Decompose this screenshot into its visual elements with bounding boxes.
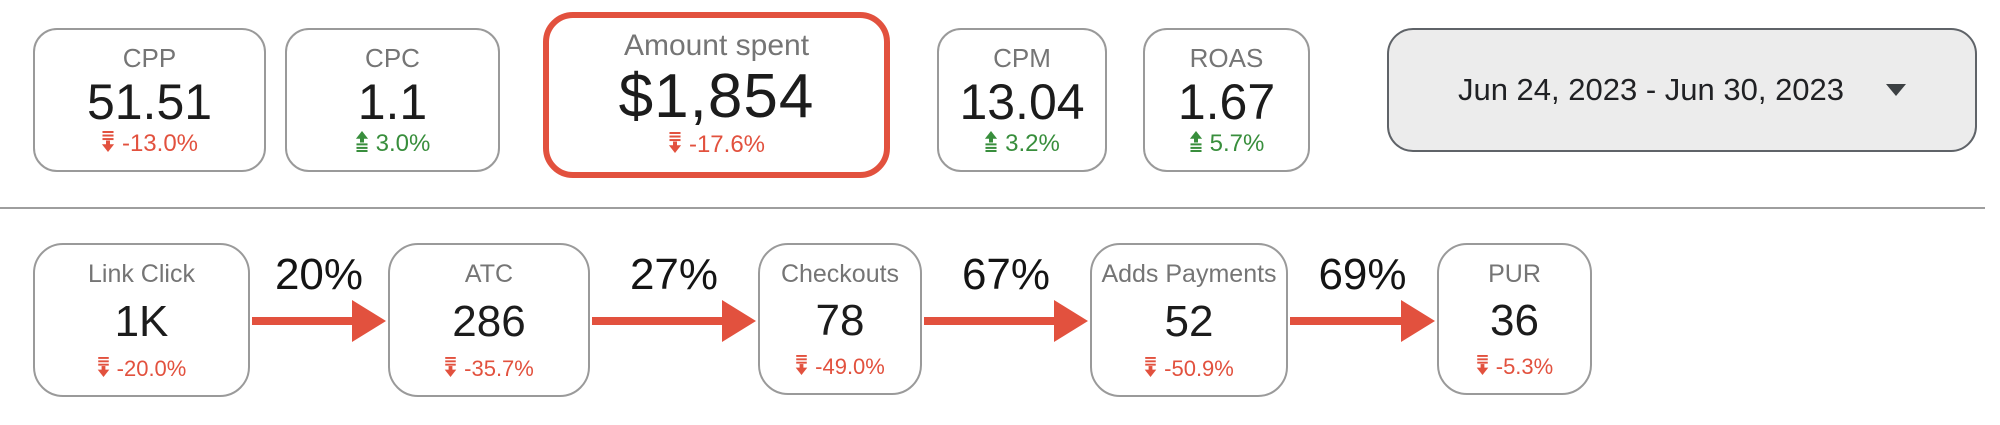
conversion-rate: 20% — [274, 250, 364, 299]
delta-text: -50.9% — [1164, 356, 1234, 381]
metric-value: 52 — [1164, 297, 1214, 347]
metric-label: Amount spent — [623, 29, 810, 62]
trend-down-icon — [1144, 357, 1157, 381]
funnel-card-checkouts: Checkouts 78 -49.0% — [758, 243, 922, 395]
metric-label: CPM — [993, 43, 1051, 73]
metric-delta: -13.0% — [101, 129, 199, 157]
metric-delta: -35.7% — [444, 357, 534, 381]
section-divider — [0, 207, 1985, 209]
conversion-arrow-2: 27% — [592, 250, 756, 364]
conversion-arrow-3: 67% — [924, 250, 1088, 364]
delta-text: 3.0% — [375, 129, 431, 157]
metric-label: CPC — [365, 43, 420, 73]
scorecard-roas: ROAS 1.67 5.7% — [1143, 28, 1310, 172]
funnel-card-link-click: Link Click 1K -20.0% — [33, 243, 250, 397]
delta-text: 5.7% — [1209, 129, 1265, 157]
trend-down-icon — [97, 357, 110, 381]
metric-delta: -5.3% — [1476, 355, 1553, 379]
delta-text: -49.0% — [815, 354, 885, 379]
trend-up-icon — [1189, 130, 1203, 157]
metric-delta: -50.9% — [1144, 357, 1234, 381]
right-arrow-icon — [1290, 300, 1435, 343]
delta-text: -35.7% — [464, 356, 534, 381]
caret-down-icon — [1886, 84, 1907, 96]
conversion-arrow-1: 20% — [252, 250, 386, 364]
trend-down-icon — [444, 357, 457, 381]
metric-delta: -20.0% — [97, 356, 187, 381]
funnel-card-atc: ATC 286 -35.7% — [388, 243, 590, 397]
metric-delta: 3.2% — [984, 129, 1060, 157]
conversion-rate: 27% — [629, 250, 719, 299]
metric-label: ATC — [464, 260, 514, 288]
delta-text: 3.2% — [1005, 129, 1060, 157]
scorecard-cpm: CPM 13.04 3.2% — [937, 28, 1107, 172]
metric-value: 286 — [452, 297, 526, 347]
metric-label: Checkouts — [780, 260, 900, 288]
delta-text: -5.3% — [1495, 354, 1554, 379]
right-arrow-icon — [592, 300, 756, 343]
metric-label: Link Click — [88, 260, 195, 288]
scorecard-amount-spent: Amount spent $1,854 -17.6% — [543, 12, 890, 178]
metric-value: 1K — [114, 297, 169, 347]
funnel-card-pur: PUR 36 -5.3% — [1437, 243, 1592, 395]
metric-value: 78 — [815, 296, 865, 346]
conversion-rate: 69% — [1318, 250, 1407, 299]
date-range-value: Jun 24, 2023 - Jun 30, 2023 — [1457, 72, 1845, 107]
metric-delta: -49.0% — [795, 355, 885, 379]
scorecard-cpc: CPC 1.1 3.0% — [285, 28, 500, 172]
metric-label: ROAS — [1189, 43, 1264, 73]
trend-up-icon — [984, 130, 998, 157]
delta-text: -17.6% — [688, 131, 766, 158]
right-arrow-icon — [924, 300, 1088, 343]
metric-label: Adds Payments — [1101, 260, 1277, 288]
trend-up-icon — [355, 130, 369, 157]
metric-value: 1.67 — [1177, 73, 1276, 130]
metric-value: 13.04 — [959, 73, 1085, 130]
scorecard-cpp: CPP 51.51 -13.0% — [33, 28, 266, 172]
metric-value: 51.51 — [86, 73, 213, 130]
metric-delta: 3.0% — [355, 129, 431, 157]
trend-down-icon — [795, 355, 808, 379]
delta-text: -13.0% — [121, 129, 199, 157]
metric-delta: 5.7% — [1189, 129, 1265, 157]
trend-down-icon — [668, 132, 682, 158]
metric-value: 1.1 — [357, 73, 428, 130]
date-range-selector[interactable]: Jun 24, 2023 - Jun 30, 2023 — [1387, 28, 1977, 152]
trend-down-icon — [1476, 355, 1489, 379]
metric-delta: -17.6% — [668, 132, 765, 158]
trend-down-icon — [101, 130, 115, 157]
right-arrow-icon — [252, 300, 386, 343]
metric-value: 36 — [1490, 296, 1539, 346]
delta-text: -20.0% — [116, 356, 187, 381]
conversion-arrow-4: 69% — [1290, 250, 1435, 364]
metric-label: PUR — [1488, 260, 1541, 288]
metric-label: CPP — [122, 43, 177, 73]
conversion-rate: 67% — [961, 250, 1051, 299]
metric-value: $1,854 — [618, 61, 815, 131]
funnel-card-adds-payments: Adds Payments 52 -50.9% — [1090, 243, 1288, 397]
